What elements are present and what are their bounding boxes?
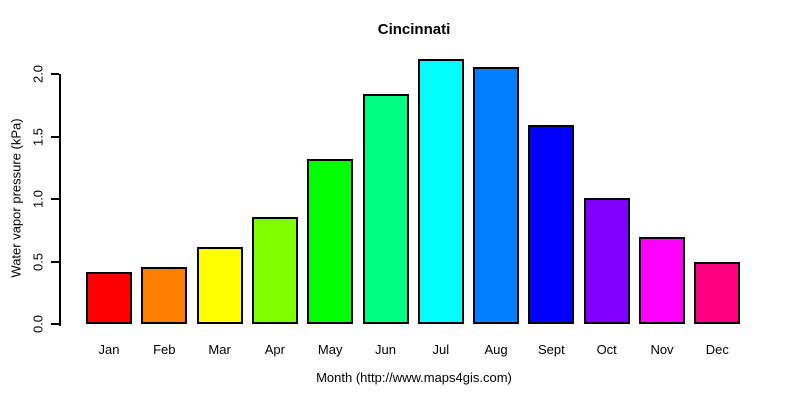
x-tick-label-mar: Mar <box>208 342 231 357</box>
bar-jan <box>86 271 132 324</box>
x-tick-label-apr: Apr <box>264 342 285 357</box>
bar-apr <box>251 216 298 324</box>
bar-oct <box>583 197 630 324</box>
bar-mar <box>196 246 243 324</box>
x-tick-label-may: May <box>317 342 343 357</box>
y-tick-label-1.0: 1.0 <box>30 189 46 209</box>
y-tick-2.0 <box>51 73 59 75</box>
bar-feb <box>141 266 188 324</box>
x-axis-title: Month (http://www.maps4gis.com) <box>316 370 512 385</box>
bar-sept <box>528 125 575 324</box>
y-axis-line <box>59 74 61 326</box>
y-tick-1.0 <box>51 198 59 200</box>
y-tick-1.5 <box>51 135 59 138</box>
x-tick-label-oct: Oct <box>596 342 617 357</box>
y-tick-0.5 <box>51 260 59 263</box>
bar-may <box>307 159 354 324</box>
y-tick-label-0.0: 0.0 <box>30 314 46 334</box>
bar-dec <box>694 261 741 324</box>
x-tick-label-jan: Jan <box>98 342 120 357</box>
x-tick-label-nov: Nov <box>650 342 674 357</box>
bar-nov <box>639 236 685 324</box>
x-tick-label-dec: Dec <box>705 342 729 357</box>
bar-jun <box>362 94 409 324</box>
x-tick-label-feb: Feb <box>153 342 176 357</box>
y-tick-label-2.0: 2.0 <box>30 64 46 84</box>
x-tick-label-jul: Jul <box>432 342 450 357</box>
bar-aug <box>473 66 520 324</box>
x-tick-label-sept: Sept <box>538 342 565 357</box>
x-tick-label-aug: Aug <box>484 342 508 357</box>
chart-title: Cincinnati <box>377 21 451 38</box>
bar-jul <box>417 59 464 324</box>
y-tick-0.0 <box>51 323 59 325</box>
x-tick-label-jun: Jun <box>375 342 396 357</box>
y-axis-title: Water vapor pressure (kPa) <box>8 118 24 278</box>
y-tick-label-0.5: 0.5 <box>30 252 46 271</box>
y-tick-label-1.5: 1.5 <box>30 127 46 146</box>
